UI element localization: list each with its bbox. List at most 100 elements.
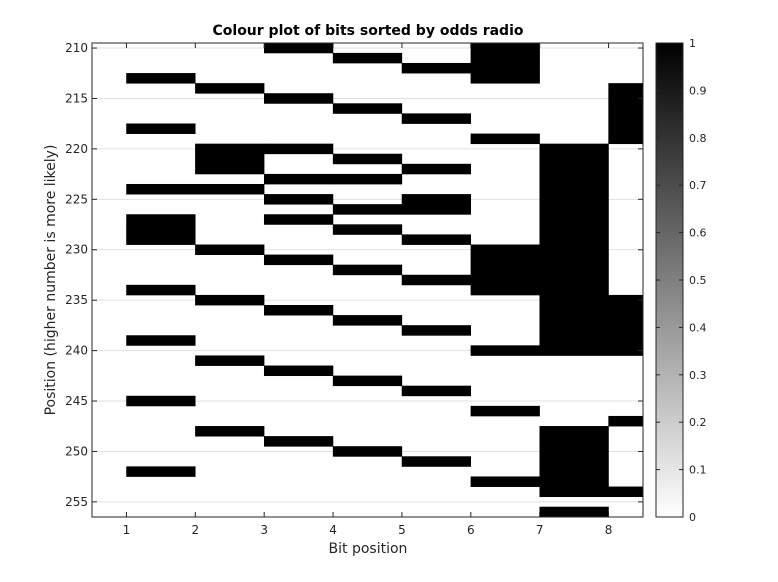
y-tick-label: 225 [65, 192, 88, 206]
heatmap-cell [263, 214, 334, 225]
heatmap-cell [539, 194, 609, 205]
heatmap-cell [126, 395, 196, 407]
heatmap-cell [263, 93, 334, 104]
heatmap-cell [126, 284, 196, 296]
heatmap-cell [608, 415, 643, 427]
heatmap-cell [608, 113, 643, 124]
heatmap-cell [126, 335, 196, 346]
heatmap-cell [332, 173, 403, 185]
heatmap-cell [539, 274, 609, 286]
heatmap-cell [608, 315, 643, 326]
heatmap-cell [126, 73, 196, 84]
colorbar-tick-label: 0.4 [689, 321, 707, 334]
heatmap-cell [332, 446, 403, 457]
heatmap-cell [401, 62, 472, 74]
colorbar-tick-label: 0.9 [689, 84, 707, 97]
heatmap-cell [539, 214, 609, 225]
heatmap-cell [263, 436, 334, 447]
heatmap-cell [539, 163, 609, 175]
heatmap-cell [539, 254, 609, 266]
heatmap-cell [539, 244, 609, 255]
heatmap-cell [126, 123, 196, 134]
heatmap-cell [539, 506, 609, 517]
heatmap-cell [126, 183, 196, 195]
chart-title: Colour plot of bits sorted by odds radio [213, 23, 524, 39]
heatmap-cell [332, 153, 403, 165]
heatmap-cell [470, 284, 540, 296]
heatmap-cell [539, 436, 609, 447]
heatmap-cell [539, 143, 609, 155]
heatmap-cell [470, 405, 540, 417]
y-tick-label: 210 [65, 41, 88, 55]
heatmap-cell [539, 284, 609, 296]
heatmap-cell [470, 133, 540, 145]
heatmap-cell [332, 375, 403, 387]
colorbar-tick-label: 0.6 [689, 227, 707, 240]
heatmap-cell [539, 183, 609, 195]
colorbar: 0 0.1 0.2 0.3 0.4 0.5 0.6 0.7 0.8 0.9 1 [655, 37, 707, 524]
heatmap-cell [401, 113, 472, 124]
heatmap-cell [126, 224, 196, 235]
heatmap-cell [470, 254, 540, 266]
heatmap-cell [539, 325, 609, 336]
heatmap-cell [470, 345, 540, 356]
heatmap-cell [195, 426, 265, 437]
axes-box [91, 42, 644, 518]
colorbar-tick-label: 0.2 [689, 416, 707, 429]
heatmap-cell [470, 244, 540, 255]
heatmap-cell [332, 224, 403, 235]
heatmap-cell [126, 466, 196, 477]
cell-group [126, 43, 643, 517]
x-tick-label: 7 [536, 523, 544, 537]
heatmap-cell [608, 486, 643, 498]
heatmap-cell [470, 264, 540, 276]
colorbar-tick-label: 0.7 [689, 179, 707, 192]
heatmap-cell [539, 335, 609, 346]
heatmap-cell [470, 62, 540, 74]
heatmap-cell [470, 274, 540, 286]
heatmap-cell [539, 294, 609, 306]
heatmap-cell [539, 224, 609, 235]
heatmap-cell [195, 163, 265, 175]
x-tick-label: 3 [260, 523, 268, 537]
heatmap-cell [608, 294, 643, 306]
heatmap-cell [539, 345, 609, 356]
heatmap-cell [539, 476, 609, 487]
heatmap-cell [401, 234, 472, 245]
heatmap-cell [539, 426, 609, 437]
y-tick-label: 220 [65, 142, 88, 156]
x-tick-label: 1 [123, 523, 131, 537]
heatmap-cell [608, 325, 643, 336]
heatmap-cell [470, 73, 540, 84]
heatmap-cell [263, 254, 334, 266]
heatmap-cell [539, 315, 609, 326]
x-tick-label: 8 [605, 523, 613, 537]
colorbar-gradient [656, 43, 683, 517]
colorbar-tick-label: 0.8 [689, 132, 707, 145]
heatmap-cell [126, 214, 196, 225]
heatmap-cell [126, 234, 196, 245]
heatmap-cell [401, 204, 472, 215]
x-tick-label: 2 [191, 523, 199, 537]
heatmap-cell [539, 305, 609, 316]
heatmap-cell [401, 325, 472, 336]
heatmap-cell [539, 264, 609, 276]
heatmap-cell [263, 173, 334, 185]
heatmap-cell [401, 456, 472, 467]
y-tick-label: 235 [65, 293, 88, 307]
heatmap-cell [195, 83, 265, 94]
x-tick-label: 6 [467, 523, 475, 537]
x-tick-label: 4 [329, 523, 337, 537]
heatmap-cell [401, 163, 472, 175]
heatmap-cell [195, 244, 265, 255]
heatmap-cell [470, 43, 540, 54]
heatmap-cell [608, 345, 643, 356]
heatmap-cell [195, 183, 265, 195]
heatmap-cell [195, 153, 265, 165]
heatmap-cell [539, 466, 609, 477]
heatmap-cell [539, 204, 609, 215]
heatmap-cell [401, 194, 472, 205]
y-tick-label: 245 [65, 394, 88, 408]
colorbar-tick-label: 0 [689, 511, 696, 524]
heatmap-cell [263, 305, 334, 316]
